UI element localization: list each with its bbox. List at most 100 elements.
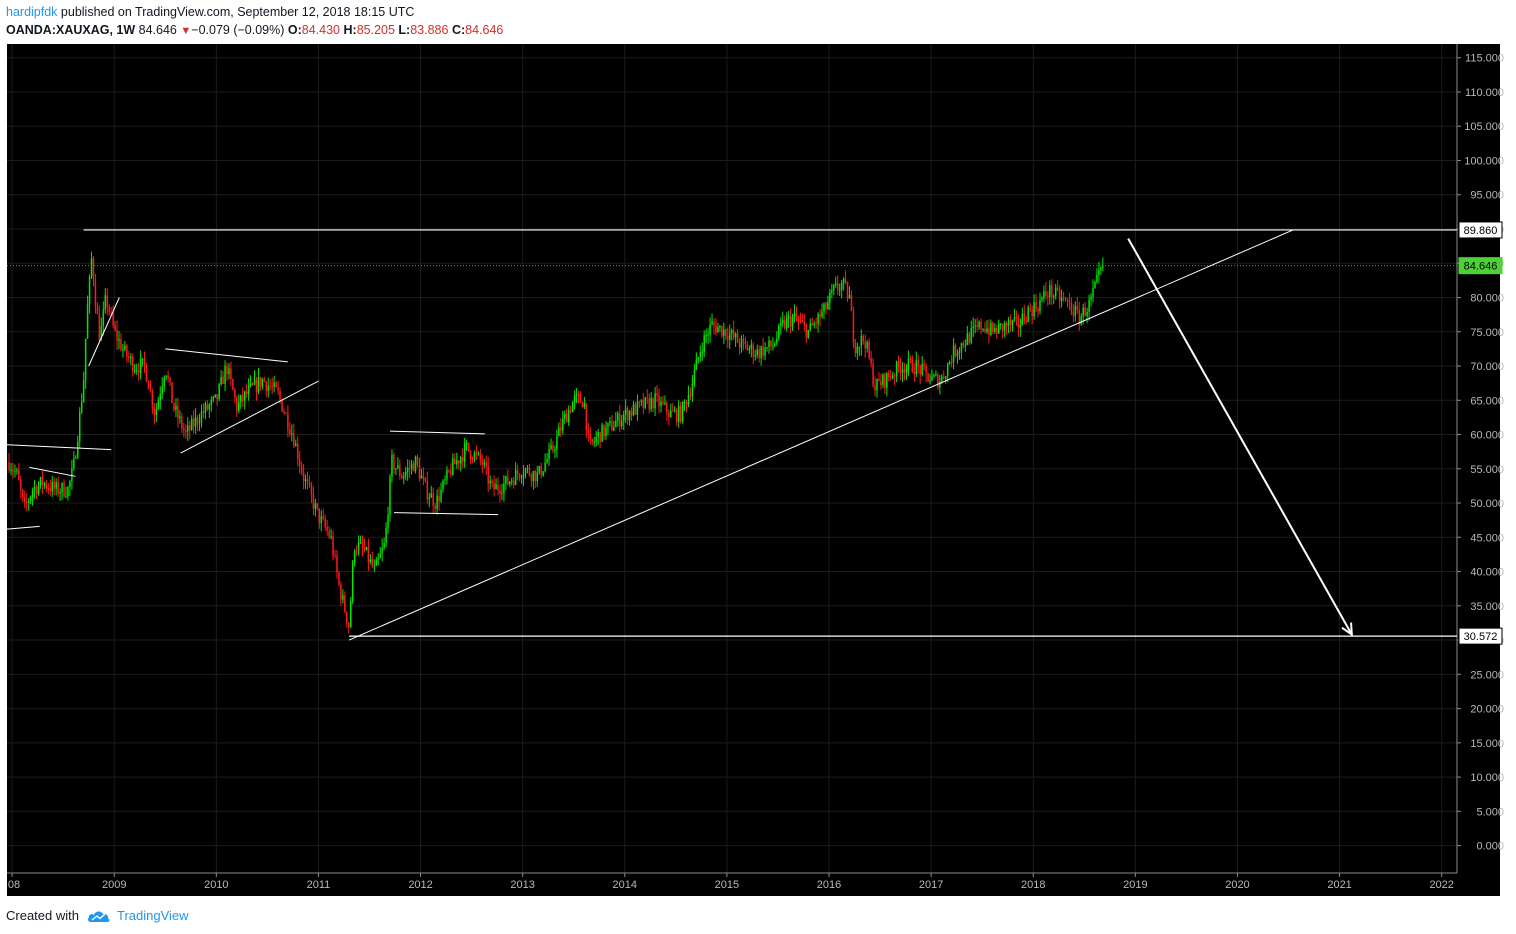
candle-body xyxy=(872,363,874,386)
candle-body xyxy=(149,389,152,391)
candle-body xyxy=(901,369,904,373)
candle-body xyxy=(245,391,248,394)
candle-body xyxy=(324,518,326,528)
candle-body xyxy=(628,411,631,421)
candle-body xyxy=(47,488,50,490)
trendline[interactable] xyxy=(165,348,288,363)
trendline[interactable] xyxy=(393,512,499,516)
y-tick-label: 65.000 xyxy=(1470,395,1504,407)
candle-body xyxy=(585,403,588,432)
candle-body xyxy=(996,328,998,334)
candle-body xyxy=(434,505,436,509)
candle-body xyxy=(842,278,845,283)
candle-body xyxy=(805,324,808,338)
candle-body xyxy=(791,316,794,327)
tradingview-link[interactable]: TradingView xyxy=(116,908,189,923)
candle-body xyxy=(736,333,739,343)
trendline[interactable] xyxy=(7,444,112,451)
candle-body xyxy=(668,412,670,417)
candle-body xyxy=(565,413,568,423)
candle-body xyxy=(277,387,279,391)
candle-body xyxy=(208,405,211,410)
candle-body xyxy=(707,334,709,336)
candle-body xyxy=(379,553,381,558)
trendline[interactable] xyxy=(348,229,1294,641)
candle-body xyxy=(740,338,743,348)
symbol-label[interactable]: OANDA:XAUXAG, 1W xyxy=(6,23,136,37)
candle-body xyxy=(177,405,179,419)
candle-body xyxy=(473,452,476,460)
candle-body xyxy=(31,490,34,497)
candle-body xyxy=(636,401,639,415)
candle-body xyxy=(471,458,474,460)
y-tick-label: 0.000 xyxy=(1476,841,1504,853)
candle-body xyxy=(440,489,442,502)
candle-body xyxy=(308,482,311,485)
candle-body xyxy=(760,346,762,358)
candle-body xyxy=(296,443,299,460)
trendline[interactable] xyxy=(88,297,120,367)
candle-body xyxy=(583,403,586,408)
trendline[interactable] xyxy=(180,380,319,454)
candle-body xyxy=(701,351,703,353)
publish-line: hardipfdk published on TradingView.com, … xyxy=(6,3,1506,21)
grid xyxy=(7,44,1457,873)
candle-body xyxy=(960,343,963,352)
candle-body xyxy=(754,355,757,357)
candle-body xyxy=(976,325,978,328)
candle-body xyxy=(353,550,356,563)
candle-body xyxy=(1051,285,1053,298)
candle-body xyxy=(151,390,154,408)
candle-body xyxy=(781,320,784,324)
candle-body xyxy=(367,546,370,563)
candle-body xyxy=(962,343,965,346)
candle-body xyxy=(748,348,751,351)
candle-body xyxy=(562,418,564,431)
candle-body xyxy=(591,439,594,442)
candle-body xyxy=(772,346,774,348)
candle-body xyxy=(304,479,307,481)
trendline[interactable] xyxy=(29,466,76,477)
candle-body xyxy=(355,550,358,552)
time-axis[interactable]: 08 2009 2010 2011 2012 2013 2014 2015 2016 2017 20… xyxy=(8,873,1454,891)
trendline[interactable] xyxy=(7,525,40,530)
candle-body xyxy=(155,409,158,415)
candle-body xyxy=(589,433,592,440)
candle-body xyxy=(373,565,376,567)
drawings[interactable] xyxy=(7,229,1457,641)
candle-body xyxy=(1100,267,1102,271)
trendline[interactable] xyxy=(389,430,485,435)
candle-body xyxy=(1047,295,1049,297)
candle-body xyxy=(626,408,629,421)
candle-body xyxy=(206,403,209,410)
candle-body xyxy=(950,362,953,364)
candle-body xyxy=(179,416,181,419)
candle-body xyxy=(683,401,686,403)
candle-body xyxy=(106,295,108,307)
candle-body xyxy=(55,482,57,489)
candle-body xyxy=(300,465,303,473)
price-chart[interactable]: 115.000110.000105.000100.00095.00090.000… xyxy=(0,42,1516,898)
candle-body xyxy=(35,487,38,494)
candle-body xyxy=(234,390,236,398)
candle-body xyxy=(381,547,383,554)
author-link[interactable]: hardipfdk xyxy=(6,5,58,19)
candle-body xyxy=(1013,317,1016,321)
candle-body xyxy=(695,359,698,371)
forecast-arrow-head[interactable] xyxy=(1341,622,1353,637)
x-tick-label: 2014 xyxy=(613,879,637,891)
price-label-box xyxy=(1458,257,1503,275)
candle-body xyxy=(575,394,578,396)
candle-body xyxy=(654,393,656,409)
candle-body xyxy=(852,310,855,343)
forecast-arrow[interactable] xyxy=(1127,238,1353,636)
candle-body xyxy=(298,459,301,466)
candle-body xyxy=(485,462,487,466)
candle-body xyxy=(956,353,959,356)
down-triangle-icon: ▼ xyxy=(180,25,192,37)
candle-body xyxy=(856,346,859,354)
candle-body xyxy=(1066,299,1069,301)
y-tick-label: 75.000 xyxy=(1470,327,1504,339)
candle-body xyxy=(289,429,291,434)
candle-body xyxy=(316,503,319,509)
